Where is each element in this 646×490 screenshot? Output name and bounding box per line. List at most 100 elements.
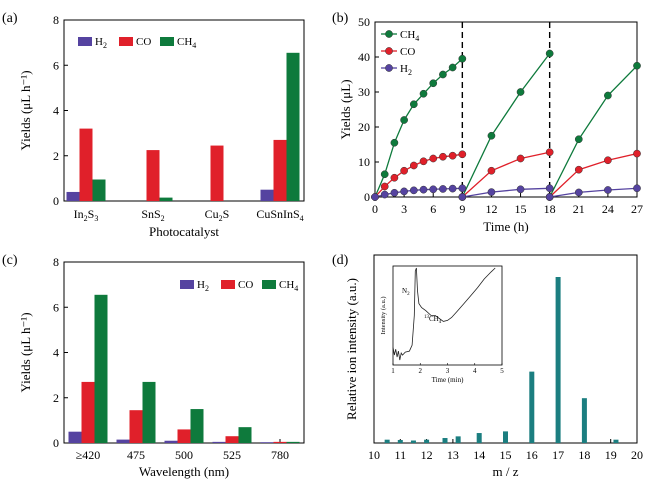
panel-d-bar <box>555 277 561 443</box>
panel-b-point-co <box>429 154 438 163</box>
panel-a-legend-swatch <box>78 37 92 46</box>
panel-b-line-co <box>461 151 550 198</box>
panel-b-y-tick-label: 30 <box>358 85 370 99</box>
panel-a-bar-ch4 <box>92 179 106 201</box>
panel-a-bar-h2 <box>260 189 274 201</box>
panel-b-line-h2 <box>374 187 463 198</box>
panel-b-point-ch4 <box>604 91 612 100</box>
panel-b-point-h2 <box>487 188 496 196</box>
panel-a-y-tick-label: 0 <box>53 194 59 208</box>
panel-a-legend: H2 CO CH4 <box>78 36 196 50</box>
panel-b-point-h2 <box>380 190 389 199</box>
panel-c-y-tick-label: 4 <box>53 346 59 360</box>
panel-b-y-tick-label: 0 <box>364 190 370 204</box>
panel-d-bar <box>613 439 619 443</box>
panel-c-bar-h2 <box>164 440 178 443</box>
panel-c-x-label: Wavelength (nm) <box>139 464 229 479</box>
panel-c-bar-h2 <box>68 431 82 443</box>
panel-b-y-tick-label: 10 <box>358 155 370 169</box>
panel-c-bar-h2 <box>212 441 226 443</box>
panel-d-bar <box>503 431 508 443</box>
panel-c-x-tick-label: ≥420 <box>76 448 101 462</box>
panel-c-bar-co <box>273 441 287 443</box>
panel-b-point-ch4 <box>429 79 438 88</box>
panel-c-x-tick-label: 475 <box>127 448 145 462</box>
panel-d-x-tick-label: 11 <box>395 448 407 462</box>
panel-a-y-tick-label: 6 <box>53 58 59 72</box>
panel-d-bar <box>442 438 448 443</box>
panel-b-legend-marker <box>385 64 393 72</box>
panel-b-point-ch4 <box>458 54 467 63</box>
panel-c: (c) 0 2 4 6 8 ≥420 475 500 525 780 H2 CO CH4 Yield… <box>2 253 305 479</box>
panel-c-x-tick-label: 500 <box>175 448 193 462</box>
panel-b-point-ch4 <box>419 89 428 98</box>
panel-b-point-h2 <box>458 184 467 193</box>
panel-c-y-label: Yields (μL h⁻¹) <box>18 312 33 392</box>
panel-c-bar-ch4 <box>142 381 156 443</box>
panel-c-legend-swatch <box>180 280 194 289</box>
panel-b-x-tick-label: 27 <box>631 202 643 216</box>
panel-a-bar-ch4 <box>159 197 173 201</box>
panel-b-x-tick-label: 0 <box>372 202 378 216</box>
panel-a-legend-label: H2 <box>95 36 107 50</box>
panel-b-y-tick-label: 20 <box>358 120 370 134</box>
panel-d-bar <box>455 436 461 443</box>
panel-b-point-ch4 <box>409 100 418 109</box>
panel-d-x-tick-label: 15 <box>500 448 512 462</box>
panel-b-point-ch4 <box>380 170 389 179</box>
panel-c-legend-swatch <box>221 280 235 289</box>
panel-b-x-tick-label: 15 <box>515 202 527 216</box>
panel-b-legend: CH4 CO H2 <box>381 29 419 77</box>
panel-b-x-axis: 0 3 6 9 12 15 18 21 24 27 <box>372 193 643 216</box>
panel-a-bar-co <box>146 150 160 201</box>
panel-b-label: (b) <box>332 11 349 26</box>
panel-c-bar-co <box>225 436 239 443</box>
panel-a-label: (a) <box>2 11 18 26</box>
panel-d-x-tick-label: 12 <box>421 448 433 462</box>
panel-b-point-h2 <box>574 188 583 197</box>
panel-b-plot-frame <box>374 21 638 198</box>
panel-b-point-co <box>448 151 457 160</box>
panel-c-y-tick-label: 2 <box>53 391 59 405</box>
panel-b-legend-marker <box>385 47 393 55</box>
panel-a-x-tick-label: Cu2S <box>205 207 230 223</box>
panel-c-y-tick-label: 6 <box>53 300 59 314</box>
panel-a-y-tick-label: 2 <box>53 149 59 163</box>
panel-a-x-tick-label: CuSnInS4 <box>256 207 303 223</box>
panel-b-point-h2 <box>429 185 438 194</box>
panel-d-bar <box>529 371 535 443</box>
panel-d-inset-x-tick-label: 1 <box>391 367 395 375</box>
panel-b-y-axis: 0 10 20 30 40 50 <box>358 15 379 204</box>
panel-c-legend-swatch <box>262 280 276 289</box>
panel-b-point-co <box>390 173 399 182</box>
panel-d-bar <box>581 398 587 443</box>
panel-a-bar-co <box>210 145 224 201</box>
panel-c-y-axis: 0 2 4 6 8 <box>53 255 68 450</box>
panel-a-x-tick-label: In2S3 <box>74 207 99 223</box>
panel-b-point-h2 <box>371 193 379 201</box>
panel-b-point-h2 <box>419 185 428 194</box>
panel-c-bar-ch4 <box>94 294 108 443</box>
panel-d-y-label: Relative ion intensity (a.u.) <box>344 278 359 420</box>
panel-b-point-co <box>516 154 525 163</box>
panel-d-x-tick-label: 14 <box>473 448 485 462</box>
panel-b-y-tick-label: 40 <box>358 50 370 64</box>
panel-a-bar-co <box>273 139 287 201</box>
panel-b-point-ch4 <box>439 70 447 79</box>
panel-c-legend-label: CH4 <box>279 279 298 293</box>
panel-b-point-co <box>545 148 554 157</box>
panel-d-bar <box>410 440 416 443</box>
panel-a-legend-label: CH4 <box>177 36 196 50</box>
panel-d-inset-y-label: Intensity (a.u.) <box>380 296 387 334</box>
panel-b-legend-marker <box>385 30 393 38</box>
panel-c-x-tick-label: 525 <box>223 448 241 462</box>
panel-c-bars <box>68 294 300 443</box>
panel-a-legend-label: CO <box>136 36 151 48</box>
panel-d-x-tick-label: 10 <box>368 448 380 462</box>
panel-a-bar-co <box>79 128 93 201</box>
panel-b-x-tick-label: 3 <box>401 202 407 216</box>
panel-b-legend-label: H2 <box>400 63 412 77</box>
